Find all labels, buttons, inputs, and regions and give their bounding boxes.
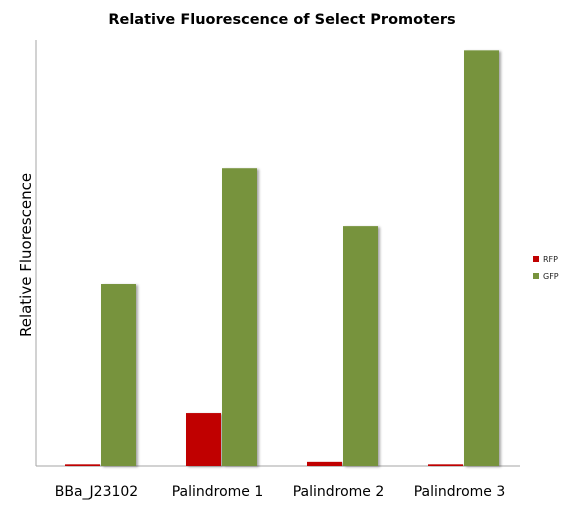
bar-gfp-palindrome-2 — [343, 226, 378, 466]
legend-swatch-rfp — [533, 256, 539, 262]
bar-gfp-palindrome-3 — [464, 50, 499, 466]
legend-label-rfp: RFP — [543, 255, 558, 264]
bar-rfp-bba-j23102 — [65, 464, 100, 466]
bars-group — [65, 50, 499, 466]
legend: RFP GFP — [533, 255, 559, 281]
bar-rfp-palindrome-2 — [307, 461, 342, 466]
x-tick-label-bba-j23102: BBa_J23102 — [55, 484, 138, 500]
x-tick-labels: BBa_J23102 Palindrome 1 Palindrome 2 Palind… — [55, 484, 506, 500]
bar-gfp-bba-j23102 — [101, 284, 136, 466]
bar-rfp-palindrome-1 — [186, 413, 221, 466]
x-tick-label-palindrome-1: Palindrome 1 — [172, 484, 264, 500]
y-axis-label: Relative Fluorescence — [17, 173, 35, 337]
bar-gfp-palindrome-1 — [222, 168, 257, 466]
legend-label-gfp: GFP — [543, 272, 559, 281]
x-tick-label-palindrome-2: Palindrome 2 — [293, 484, 385, 500]
chart-title: Relative Fluorescence of Select Promoter… — [108, 12, 455, 28]
legend-swatch-gfp — [533, 273, 539, 279]
bar-rfp-palindrome-3 — [428, 464, 463, 466]
x-tick-label-palindrome-3: Palindrome 3 — [414, 484, 506, 500]
